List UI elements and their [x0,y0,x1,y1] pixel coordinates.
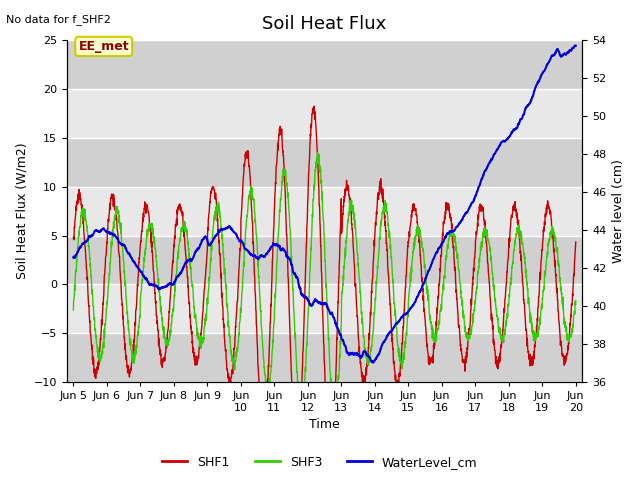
Title: Soil Heat Flux: Soil Heat Flux [262,15,387,33]
Text: No data for f_SHF2: No data for f_SHF2 [6,14,111,25]
Bar [67,40,582,89]
Bar [67,236,582,285]
Text: EE_met: EE_met [78,40,129,53]
Legend: SHF1, SHF3, WaterLevel_cm: SHF1, SHF3, WaterLevel_cm [157,451,483,474]
Y-axis label: Water level (cm): Water level (cm) [612,159,625,263]
Bar [67,138,582,187]
Bar [67,285,582,333]
Bar [67,187,582,236]
Bar [67,333,582,382]
Bar [67,89,582,138]
Y-axis label: Soil Heat Flux (W/m2): Soil Heat Flux (W/m2) [15,143,28,279]
X-axis label: Time: Time [309,419,340,432]
